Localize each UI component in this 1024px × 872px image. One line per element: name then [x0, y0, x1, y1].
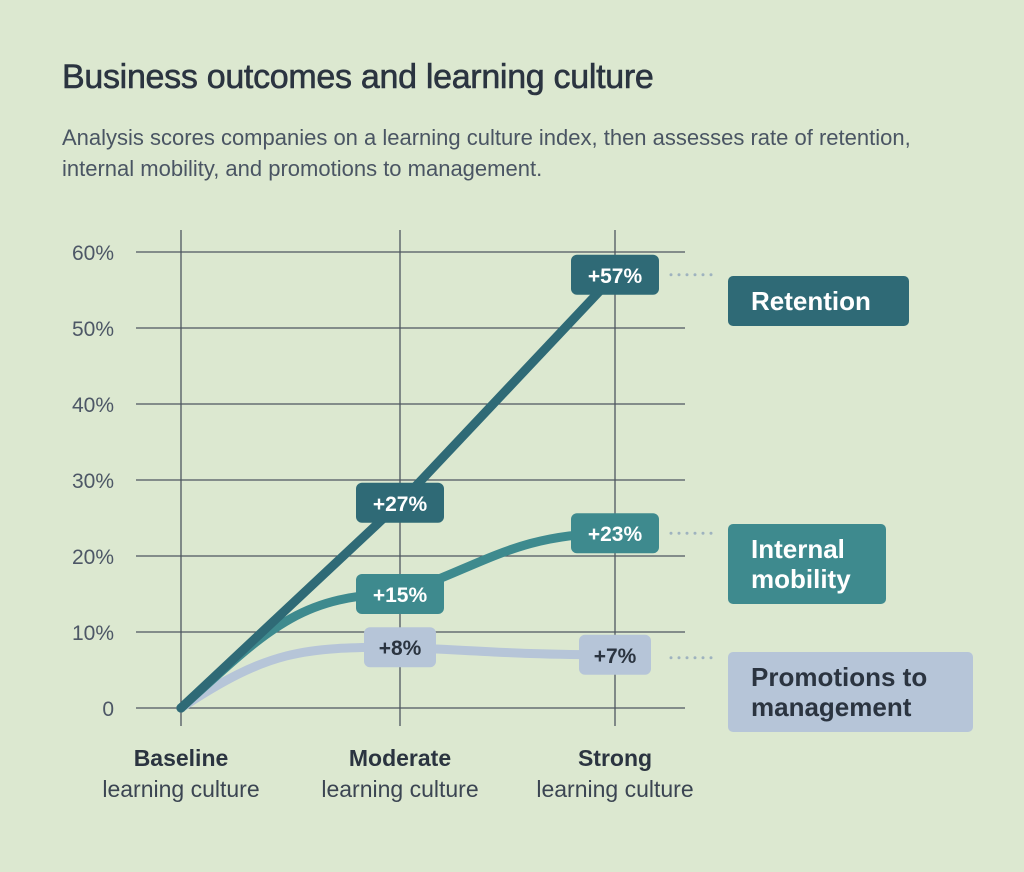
y-tick-label: 30% [72, 470, 114, 493]
data-label-badge [364, 627, 436, 668]
x-category-sublabel: learning culture [321, 776, 478, 802]
y-tick-label: 0 [102, 698, 114, 721]
x-category-sublabel: learning culture [102, 776, 259, 802]
chart-subtitle: Analysis scores companies on a learning … [62, 125, 911, 181]
x-category-label: Moderate [349, 745, 451, 771]
legend-box-retention [728, 276, 909, 326]
y-tick-label: 60% [72, 242, 114, 265]
data-label: +8% [379, 637, 422, 660]
data-label-badge [356, 574, 444, 614]
data-label-badge [571, 254, 659, 295]
data-label: +23% [588, 523, 643, 546]
y-tick-label: 20% [72, 546, 114, 569]
data-label: +7% [594, 645, 637, 668]
data-label-badge [579, 634, 651, 675]
legend-label-internal-mobility: Internal mobility [751, 534, 851, 594]
y-tick-label: 50% [72, 318, 114, 341]
legend-box-promotions [728, 652, 973, 732]
data-label-badge [571, 513, 659, 554]
y-tick-label: 10% [72, 622, 114, 645]
series-line-internal-mobility [176, 528, 620, 713]
data-label: +57% [588, 265, 643, 288]
x-category-label: Strong [578, 745, 652, 771]
chart-title: Business outcomes and learning culture [62, 58, 654, 97]
data-label-badge [356, 482, 444, 523]
data-point-origin [176, 703, 186, 713]
x-category-sublabel: learning culture [536, 776, 693, 802]
legend-box-internal-mobility [728, 524, 886, 604]
y-tick-label: 40% [72, 394, 114, 417]
legend-label-retention: Retention [751, 286, 871, 316]
legend-label-promotions: Promotions to management [751, 662, 927, 722]
x-category-label: Baseline [134, 745, 229, 771]
data-label: +27% [373, 493, 428, 516]
data-label: +15% [373, 584, 428, 607]
